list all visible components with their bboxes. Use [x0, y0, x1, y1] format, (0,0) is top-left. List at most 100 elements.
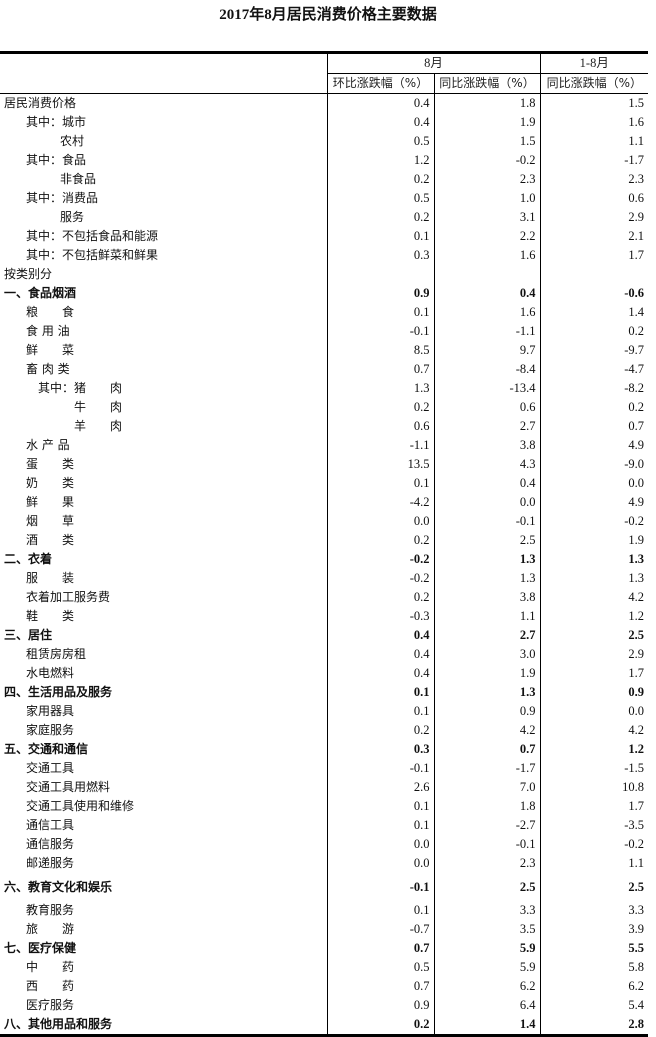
row-label: 三、居住 [4, 628, 53, 642]
cell-ytd: 2.9 [539, 645, 649, 664]
cell-mom: 0.3 [326, 246, 434, 265]
cell-ytd: 5.4 [539, 996, 649, 1015]
row-label: 其中：消费品 [26, 191, 99, 205]
cell-ytd: 1.4 [539, 303, 649, 322]
cell-yoy: 0.9 [433, 702, 541, 721]
cell-yoy [433, 265, 541, 284]
header-row-columns: 环比涨跌幅（%） 同比涨跌幅（%） 同比涨跌幅（%） [0, 73, 649, 94]
cell-mom: -0.2 [326, 569, 434, 588]
cell-yoy: 3.1 [433, 208, 541, 227]
table-row: 非食品 0.2 2.3 2.3 [0, 170, 649, 189]
table-row: 教育服务 0.1 3.3 3.3 [0, 901, 649, 920]
row-label: 鞋 类 [26, 609, 75, 623]
row-label: 四、生活用品及服务 [4, 685, 113, 699]
cell-mom: 0.3 [326, 740, 434, 759]
cell-ytd: -9.7 [539, 341, 649, 360]
header-blank [0, 73, 327, 94]
table-row: 其中：不包括鲜菜和鲜果 0.3 1.6 1.7 [0, 246, 649, 265]
cell-yoy: 0.7 [433, 740, 541, 759]
cell-ytd: -3.5 [539, 816, 649, 835]
cell-mom: 0.0 [326, 854, 434, 873]
row-label: 居民消费价格 [4, 96, 77, 110]
cell-ytd: 1.1 [539, 854, 649, 873]
cell-ytd: -9.0 [539, 455, 649, 474]
cell-mom: 0.7 [326, 939, 434, 958]
table-row: 烟 草 0.0 -0.1 -0.2 [0, 512, 649, 531]
row-label: 粮 食 [26, 305, 75, 319]
cell-mom: 0.6 [326, 417, 434, 436]
table-row: 其中：城市 0.4 1.9 1.6 [0, 113, 649, 132]
cell-yoy: 0.4 [433, 284, 541, 303]
cell-mom: 0.2 [326, 170, 434, 189]
row-label: 非食品 [60, 172, 97, 186]
cell-yoy: 6.4 [433, 996, 541, 1015]
cell-ytd: 5.8 [539, 958, 649, 977]
cell-ytd: 1.7 [539, 664, 649, 683]
row-label: 通信服务 [26, 837, 75, 851]
cell-mom: 0.1 [326, 227, 434, 246]
cell-yoy: 1.4 [433, 1015, 541, 1037]
cell-mom: 0.2 [326, 721, 434, 740]
table-row: 服务 0.2 3.1 2.9 [0, 208, 649, 227]
table-row: 家庭服务 0.2 4.2 4.2 [0, 721, 649, 740]
cell-yoy: 1.5 [433, 132, 541, 151]
cell-ytd: 4.9 [539, 493, 649, 512]
cell-yoy: -2.7 [433, 816, 541, 835]
cell-yoy: 0.4 [433, 474, 541, 493]
cell-yoy: 2.2 [433, 227, 541, 246]
cell-yoy: -8.4 [433, 360, 541, 379]
row-label: 家庭服务 [26, 723, 75, 737]
cell-yoy: 0.6 [433, 398, 541, 417]
cell-yoy: 2.3 [433, 170, 541, 189]
table-row: 粮 食 0.1 1.6 1.4 [0, 303, 649, 322]
cell-yoy: -1.1 [433, 322, 541, 341]
table-row: 牛 肉 0.2 0.6 0.2 [0, 398, 649, 417]
cell-yoy: 3.8 [433, 436, 541, 455]
table-row: 交通工具用燃料 2.6 7.0 10.8 [0, 778, 649, 797]
cell-mom: 0.4 [326, 113, 434, 132]
cell-mom: 0.1 [326, 816, 434, 835]
table-row: 奶 类 0.1 0.4 0.0 [0, 474, 649, 493]
cell-mom: 0.4 [326, 664, 434, 683]
cell-ytd: -0.2 [539, 835, 649, 854]
row-label: 八、其他用品和服务 [0, 1015, 327, 1037]
table-row: 四、生活用品及服务 0.1 1.3 0.9 [0, 683, 649, 702]
row-label: 食 用 油 [26, 324, 70, 338]
header-ytd: 1-8月 [539, 51, 649, 74]
cell-yoy: 1.9 [433, 113, 541, 132]
cell-mom: 0.7 [326, 977, 434, 996]
cell-mom: 0.7 [326, 360, 434, 379]
cell-yoy: 0.0 [433, 493, 541, 512]
cell-mom: 0.4 [326, 93, 434, 113]
table-row: 医疗服务 0.9 6.4 5.4 [0, 996, 649, 1015]
cell-ytd: 0.0 [539, 474, 649, 493]
table-row: 六、教育文化和娱乐 -0.1 2.5 2.5 [0, 873, 649, 901]
header-month: 8月 [326, 51, 541, 74]
cell-ytd: 1.5 [539, 93, 649, 113]
cell-yoy: 3.5 [433, 920, 541, 939]
row-label: 交通工具使用和维修 [26, 799, 135, 813]
cell-yoy: 1.9 [433, 664, 541, 683]
cell-ytd: -8.2 [539, 379, 649, 398]
cell-mom: 0.2 [326, 1015, 434, 1037]
cell-mom: 0.0 [326, 835, 434, 854]
header-row-group: 8月 1-8月 [0, 51, 649, 74]
row-label: 通信工具 [26, 818, 75, 832]
cell-yoy: -0.2 [433, 151, 541, 170]
cell-mom: -0.3 [326, 607, 434, 626]
cell-ytd [539, 265, 649, 284]
cell-yoy: 9.7 [433, 341, 541, 360]
row-label: 家用器具 [26, 704, 75, 718]
cell-mom: 0.5 [326, 189, 434, 208]
cell-ytd: 1.1 [539, 132, 649, 151]
cell-mom: 8.5 [326, 341, 434, 360]
row-label: 服务 [60, 210, 85, 224]
row-label: 二、衣着 [4, 552, 53, 566]
table-row: 其中：不包括食品和能源 0.1 2.2 2.1 [0, 227, 649, 246]
row-label: 农村 [60, 134, 85, 148]
cell-mom: 0.4 [326, 645, 434, 664]
cell-mom: -0.1 [326, 873, 434, 901]
cell-mom: 0.2 [326, 208, 434, 227]
cell-ytd: -0.6 [539, 284, 649, 303]
cell-yoy: 1.3 [433, 550, 541, 569]
